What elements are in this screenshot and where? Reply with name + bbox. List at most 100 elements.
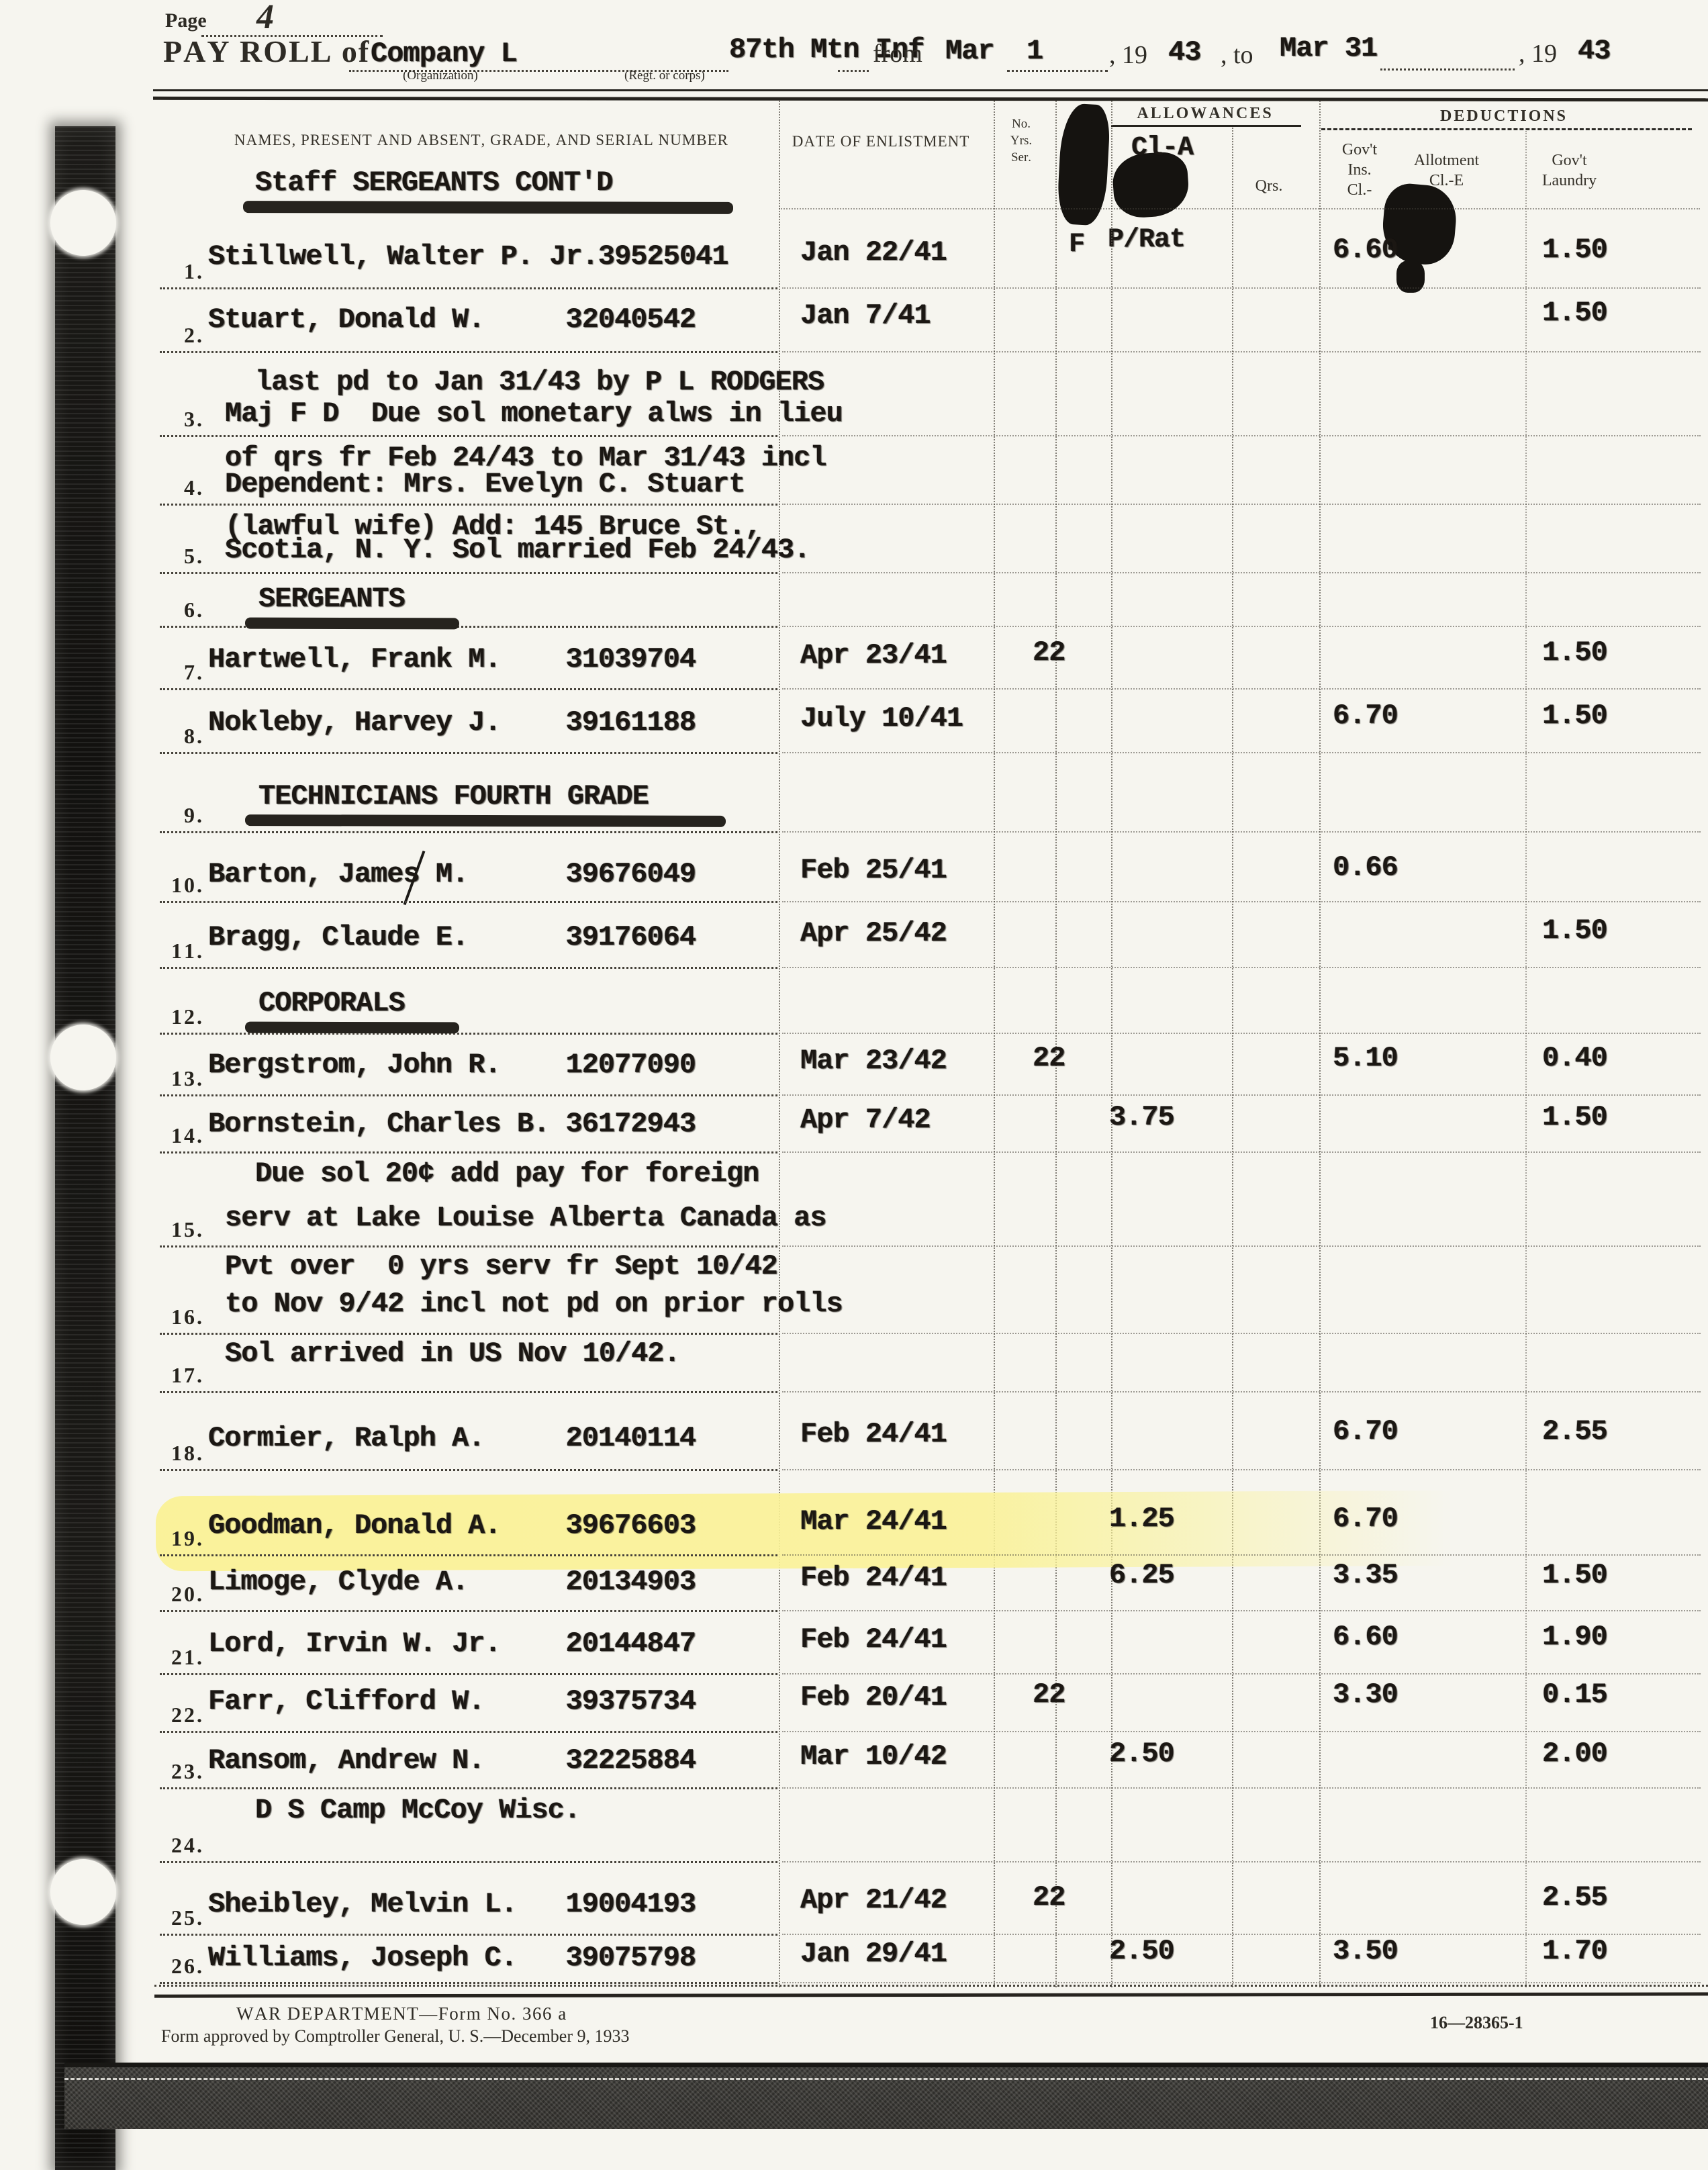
govt-insurance-value: 3.30 bbox=[1333, 1679, 1398, 1711]
row-baseline-right bbox=[782, 1934, 1701, 1935]
year1-value: 43 bbox=[1168, 36, 1201, 68]
row-baseline-right bbox=[782, 1610, 1701, 1611]
row-name: Farr, Clifford W. 39375734 bbox=[208, 1685, 696, 1717]
row-baseline-right bbox=[782, 1333, 1701, 1334]
row-baseline bbox=[160, 1861, 777, 1863]
govt-insurance-value: 6.70 bbox=[1333, 1503, 1398, 1535]
row-baseline-right bbox=[782, 626, 1701, 627]
row-baseline-right bbox=[782, 901, 1701, 902]
row-number: 12. bbox=[171, 1004, 204, 1029]
row-note-line: serv at Lake Louise Alberta Canada as bbox=[225, 1202, 827, 1234]
column-header-deductions: DEDUCTIONS bbox=[1439, 107, 1568, 125]
govt-insurance-value: 6.70 bbox=[1333, 1415, 1398, 1448]
column-header-govt-ins: Gov't Ins. Cl.- bbox=[1316, 140, 1403, 200]
row-name: Nokleby, Harvey J. 39161188 bbox=[208, 706, 696, 739]
column-header-names: NAMES, PRESENT AND ABSENT, GRADE, AND SE… bbox=[234, 132, 728, 148]
govt-laundry-value: 1.50 bbox=[1542, 700, 1608, 732]
header-line: Ins. bbox=[1347, 161, 1372, 179]
row-name: Bragg, Claude E. 39176064 bbox=[208, 921, 696, 953]
row-baseline bbox=[160, 1787, 777, 1789]
row-baseline-right bbox=[782, 504, 1701, 505]
allowance-cl-a-value: 3.75 bbox=[1109, 1101, 1175, 1133]
row-baseline-right bbox=[782, 1033, 1701, 1034]
row-number: 25. bbox=[171, 1905, 204, 1930]
row-baseline-right bbox=[782, 688, 1701, 690]
column-header-qrs: Qrs. bbox=[1255, 177, 1283, 195]
row-baseline-right bbox=[782, 831, 1701, 833]
row-baseline bbox=[160, 1982, 777, 1984]
divider-allotment-laundry bbox=[1525, 131, 1527, 1987]
footer-print-code: 16—28365-1 bbox=[1430, 2013, 1523, 2032]
row-baseline-right bbox=[782, 1391, 1701, 1393]
row-baseline bbox=[160, 351, 777, 353]
row-number: 23. bbox=[171, 1759, 204, 1783]
scan-bottom-edge bbox=[64, 2063, 1708, 2129]
row-name: Stillwell, Walter P. Jr.39525041 bbox=[208, 240, 729, 273]
row-number: 5. bbox=[184, 544, 204, 568]
header-line: Yrs. bbox=[1010, 134, 1033, 148]
row-baseline-right bbox=[782, 435, 1701, 436]
section-underline bbox=[244, 814, 726, 827]
allowance-cl-a-value: 6.25 bbox=[1109, 1559, 1175, 1591]
row-baseline bbox=[160, 1033, 777, 1035]
row-number: 13. bbox=[171, 1066, 204, 1090]
column-header-enlistment: DATE OF ENLISTMENT bbox=[792, 133, 970, 150]
to-date-leader bbox=[1380, 68, 1515, 70]
row-name: Limoge, Clyde A. 20134903 bbox=[208, 1566, 696, 1598]
enlistment-date: Mar 23/42 bbox=[800, 1045, 947, 1077]
govt-laundry-value: 0.40 bbox=[1542, 1042, 1608, 1074]
govt-laundry-value: 2.00 bbox=[1542, 1738, 1608, 1770]
cl-a-sub-text: P/Rat bbox=[1108, 225, 1186, 255]
row-number: 1. bbox=[184, 259, 204, 283]
enlistment-date: Apr 25/42 bbox=[800, 917, 947, 949]
footer-approval: Form approved by Comptroller General, U.… bbox=[161, 2026, 630, 2046]
divider-cla-qrs bbox=[1232, 128, 1233, 1987]
row-baseline bbox=[160, 1391, 777, 1393]
row-note-line: to Nov 9/42 incl not pd on prior rolls bbox=[225, 1288, 843, 1320]
enlistment-date: Mar 10/42 bbox=[800, 1740, 947, 1773]
allowances-underline bbox=[1111, 125, 1301, 127]
row-baseline bbox=[160, 1333, 777, 1335]
enlistment-date: Jan 7/41 bbox=[800, 299, 931, 332]
col4-stamp-letter: F bbox=[1069, 230, 1085, 260]
row-baseline bbox=[160, 831, 777, 833]
row-baseline bbox=[160, 1673, 777, 1675]
enlistment-date: Apr 7/42 bbox=[800, 1104, 931, 1136]
regiment-caption: (Regt. or corps) bbox=[624, 68, 705, 83]
row-name: Cormier, Ralph A. 20140114 bbox=[208, 1422, 696, 1454]
row-name: Stuart, Donald W. 32040542 bbox=[208, 303, 696, 336]
row-note-line: Scotia, N. Y. Sol married Feb 24/43. bbox=[225, 534, 810, 566]
section-label: CORPORALS bbox=[258, 987, 406, 1019]
row-baseline bbox=[160, 967, 777, 969]
divider-years-stamp bbox=[1055, 101, 1057, 1987]
row-baseline bbox=[160, 1934, 777, 1936]
row-note-line: of qrs fr Feb 24/43 to Mar 31/43 incl bbox=[225, 442, 827, 474]
row-number: 19. bbox=[171, 1526, 204, 1550]
govt-laundry-value: 1.50 bbox=[1542, 234, 1608, 266]
govt-laundry-value: 2.55 bbox=[1542, 1415, 1608, 1448]
row-baseline bbox=[160, 504, 777, 506]
row-baseline-right bbox=[782, 1469, 1701, 1470]
row-number: 4. bbox=[184, 475, 204, 500]
header-line: Allotment bbox=[1413, 152, 1480, 169]
section-underline bbox=[244, 1021, 459, 1034]
row-name: Bergstrom, John R. 12077090 bbox=[208, 1049, 696, 1081]
row-number: 9. bbox=[184, 803, 204, 827]
organization-caption: (Organization) bbox=[403, 68, 478, 83]
row-baseline-right bbox=[782, 1861, 1701, 1862]
row-name: Lord, Irvin W. Jr. 20144847 bbox=[208, 1628, 696, 1660]
regiment-leader bbox=[838, 70, 869, 72]
section-label: SERGEANTS bbox=[258, 583, 406, 615]
row-number: 15. bbox=[171, 1217, 204, 1241]
years-service-value: 22 bbox=[1033, 1042, 1065, 1074]
page-number-rule bbox=[201, 35, 383, 37]
divider-stamp-cla bbox=[1111, 101, 1112, 1987]
year2-prefix: , 19 bbox=[1519, 40, 1557, 68]
enlistment-date: Jan 29/41 bbox=[800, 1938, 947, 1970]
row-baseline bbox=[160, 1094, 777, 1096]
divider-date-years bbox=[994, 101, 995, 1987]
from-date-leader bbox=[1007, 70, 1108, 72]
row-name: Barton, James M. 39676049 bbox=[208, 858, 696, 890]
section-label: TECHNICIANS FOURTH GRADE bbox=[258, 780, 649, 812]
enlistment-date: Feb 24/41 bbox=[800, 1623, 947, 1656]
